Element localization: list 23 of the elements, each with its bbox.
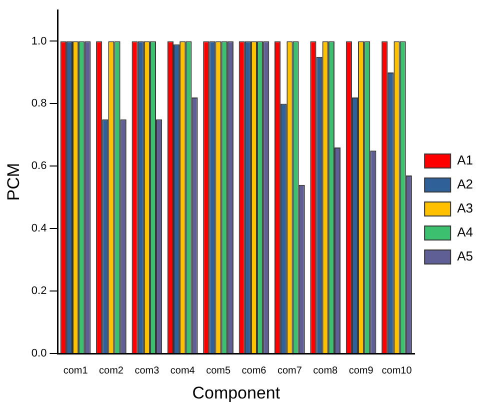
x-tick-label: com6 <box>242 365 267 376</box>
y-tick-label: 0.4 <box>31 222 47 235</box>
x-tick-label: com9 <box>348 365 374 376</box>
legend-label: A2 <box>457 176 474 192</box>
x-tick-label: com3 <box>134 365 160 376</box>
x-tick-label: com8 <box>313 365 338 376</box>
legend-label: A4 <box>457 224 474 240</box>
legend-label: A5 <box>457 248 474 264</box>
y-tick-label: 0.8 <box>31 98 47 110</box>
y-tick-label: 0.0 <box>31 348 47 360</box>
x-tick-label: com4 <box>170 365 196 376</box>
x-axis-title: Component <box>192 383 280 402</box>
y-axis-title: PCM <box>4 162 23 201</box>
x-tick-label: com10 <box>382 365 412 376</box>
x-tick-label: com1 <box>63 365 88 376</box>
x-tick-label: com5 <box>206 365 231 376</box>
y-tick-label: 0.2 <box>31 285 47 298</box>
legend-label: A1 <box>457 152 474 168</box>
y-tick-label: 0.6 <box>31 160 47 172</box>
x-tick-label: com7 <box>277 365 302 376</box>
x-tick-label: com2 <box>99 365 124 376</box>
y-tick-label: 1.0 <box>31 35 47 48</box>
legend-label: A3 <box>457 200 474 216</box>
